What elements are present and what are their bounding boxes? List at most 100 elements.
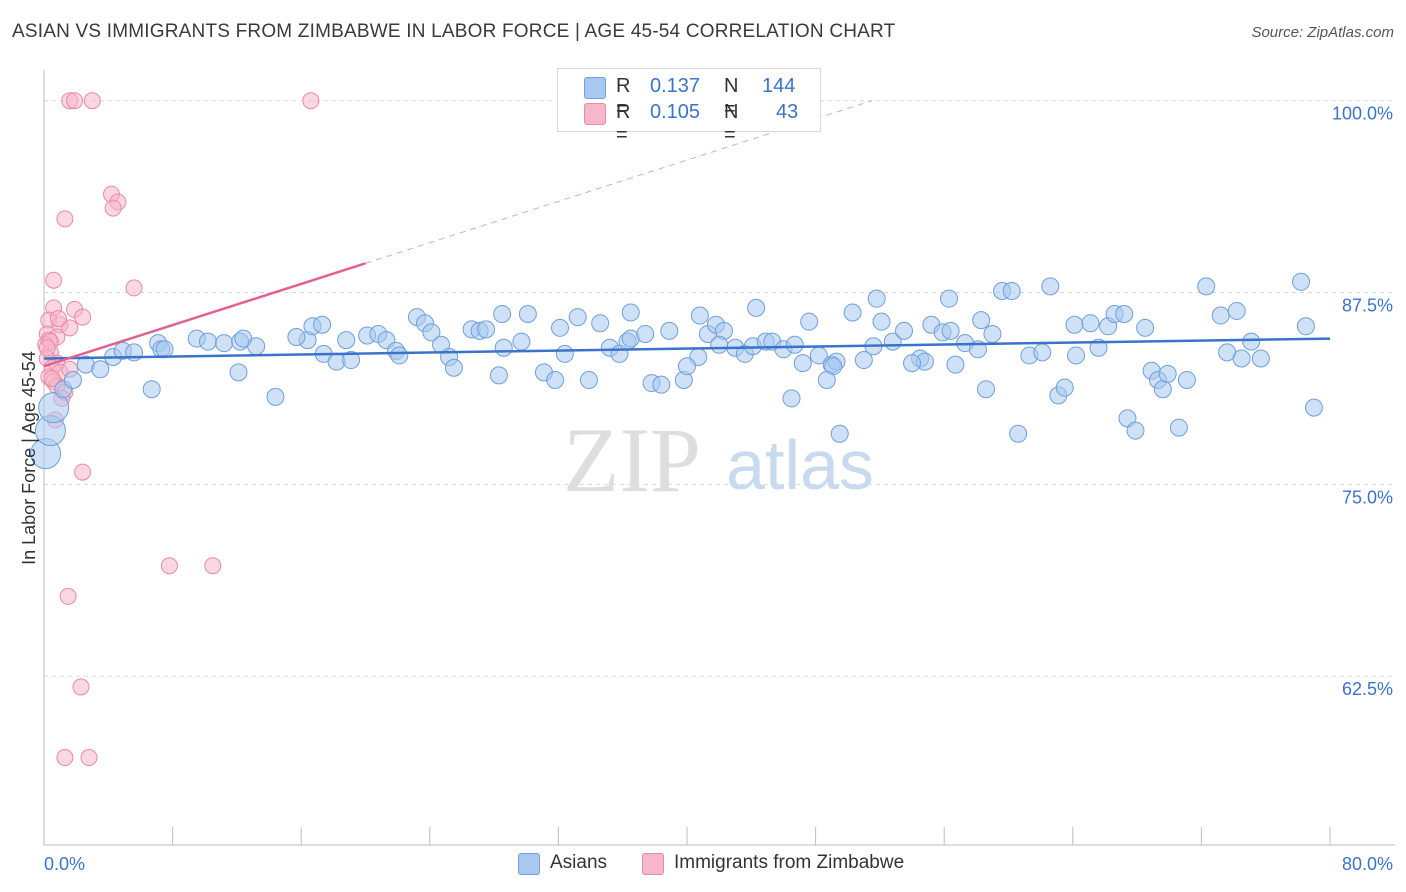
asian-point (215, 334, 234, 353)
asian-point (63, 371, 82, 389)
asian-point (621, 303, 640, 322)
asian-point (1081, 314, 1100, 333)
asian-point (1292, 272, 1311, 291)
x-tick-label: 80.0% (1342, 854, 1393, 874)
zimbabwe-point (49, 310, 67, 328)
x-tick-label: 0.0% (44, 854, 85, 874)
axes (43, 70, 1395, 846)
asian-point (872, 312, 891, 331)
asian-point (198, 332, 217, 351)
asian-point (867, 289, 886, 308)
asian-point (494, 338, 513, 357)
asian-point (91, 360, 110, 379)
asian-point (710, 335, 729, 354)
asian-point (1002, 281, 1021, 300)
asian-point (287, 328, 306, 347)
asian-point (390, 346, 409, 365)
tick-labels: 100.0% 87.5% 75.0% 62.5% 0.0% 80.0% (44, 104, 1393, 874)
zimbabwe-point (45, 271, 63, 289)
legend-r-value-zimbabwe: 0.105 (650, 101, 701, 123)
zimbabwe-point (66, 92, 84, 110)
watermark-zip: ZIP (563, 409, 701, 511)
zimbabwe-point (74, 308, 92, 326)
asian-point (983, 324, 1002, 343)
bottom-legend-label-asians: Asians (550, 852, 608, 873)
legend-r-value-asians: 0.137 (650, 75, 701, 97)
asian-point (1009, 424, 1028, 443)
asian-point (1296, 317, 1315, 336)
trend-line-asians (43, 337, 1331, 360)
asian-point (342, 351, 361, 370)
legend-swatch-zimbabwe (584, 103, 606, 125)
zimbabwe-point (204, 557, 222, 575)
asian-point (247, 337, 266, 356)
asian-point (1169, 418, 1188, 437)
asian-point (477, 320, 496, 339)
asian-point (800, 312, 819, 331)
asian-point (1126, 421, 1145, 440)
correlation-legend: R = 0.137 N = 144 R = 0.105 N = 43 (557, 68, 821, 146)
y-tick-label: 87.5% (1342, 296, 1393, 316)
asian-point (591, 314, 610, 333)
asian-point (1177, 371, 1196, 389)
asian-point (555, 344, 574, 363)
source-credit: Source: ZipAtlas.com (1251, 24, 1394, 41)
zimbabwe-point (302, 92, 320, 110)
asian-point (266, 387, 285, 406)
zimbabwe-point (61, 319, 79, 337)
asian-point (940, 289, 959, 308)
watermark-atlas: atlas (726, 426, 874, 504)
zimbabwe-point (59, 587, 77, 605)
asian-point (1197, 277, 1216, 296)
asian-point (652, 375, 671, 394)
asian-point (1153, 380, 1172, 399)
asian-point (1242, 332, 1261, 351)
asian-point (854, 351, 873, 370)
asian-point (568, 308, 587, 327)
asian-point (976, 380, 995, 399)
asian-point (636, 324, 655, 343)
legend-n-value-zimbabwe: 43 (776, 101, 799, 123)
asian-point (660, 321, 679, 340)
asian-point (1055, 378, 1074, 397)
legend-swatch-asians (584, 77, 606, 99)
asian-point (1211, 306, 1230, 325)
asian-point (782, 389, 801, 408)
zimbabwe-point (83, 92, 101, 110)
asian-point (422, 323, 441, 342)
trend-line-zimbabwe (43, 262, 366, 368)
asian-point (229, 363, 248, 382)
asian-point (843, 303, 862, 322)
asian-point (518, 305, 537, 324)
legend-r-label: R = (616, 101, 631, 146)
zimbabwe-point (104, 199, 122, 217)
asian-point (747, 298, 766, 317)
asian-point (1136, 318, 1155, 337)
grid-lines (44, 100, 1395, 677)
asian-point (1089, 338, 1108, 357)
asian-point (1232, 349, 1251, 368)
zimbabwe-point (125, 279, 143, 297)
bottom-legend-swatch-asians (518, 853, 540, 875)
asian-point (830, 424, 849, 443)
asian-point (493, 305, 512, 324)
asian-point (444, 358, 463, 377)
asian-point (337, 331, 356, 350)
asian-point (1227, 301, 1246, 320)
asian-point (1158, 364, 1177, 383)
asian-point (1067, 346, 1086, 365)
legend-n-value-asians: 144 (762, 75, 796, 97)
zimbabwe-point (74, 463, 92, 481)
y-axis-label: In Labor Force | Age 45-54 (19, 351, 39, 565)
asian-point (1041, 277, 1060, 296)
legend-n-label: N = (724, 101, 739, 146)
asian-point (678, 357, 696, 376)
asian-point (785, 335, 804, 354)
zimbabwe-point (72, 678, 90, 696)
chart-title: ASIAN VS IMMIGRANTS FROM ZIMBABWE IN LAB… (12, 21, 896, 42)
asian-point (1304, 398, 1323, 417)
asian-point (551, 318, 570, 337)
asian-point (1115, 305, 1134, 324)
asian-point (142, 380, 161, 399)
asian-point (512, 332, 531, 351)
